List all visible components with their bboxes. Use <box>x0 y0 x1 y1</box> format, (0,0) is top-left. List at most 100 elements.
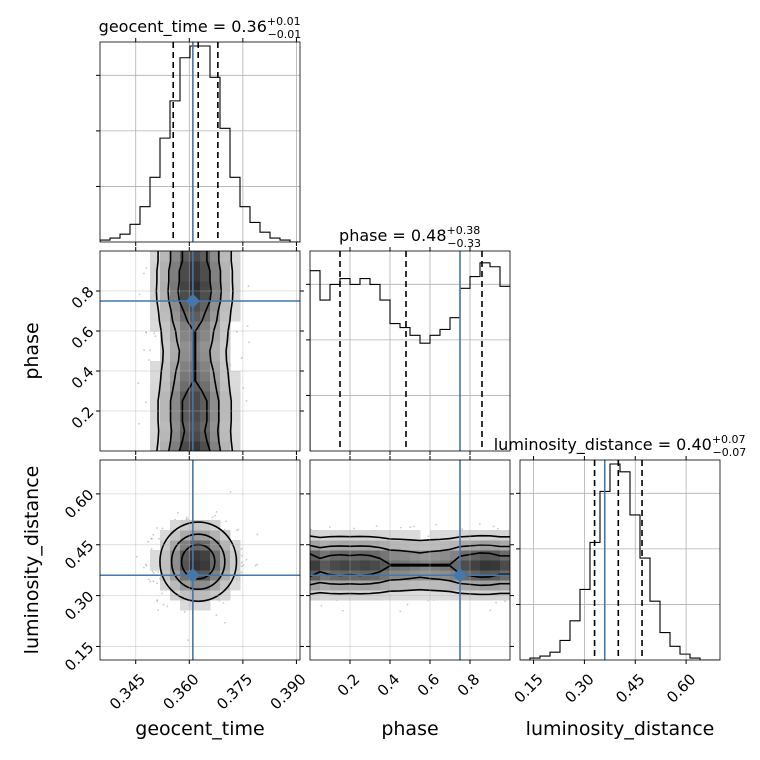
scatter-point <box>237 528 240 531</box>
density-cell <box>150 391 161 402</box>
density-cell <box>180 381 191 392</box>
density-cell <box>220 361 231 372</box>
density-cell <box>210 530 221 541</box>
density-cell <box>220 311 231 322</box>
scatter-point <box>152 572 155 574</box>
scatter-point <box>427 535 430 538</box>
contour-line <box>194 251 213 451</box>
scatter-point <box>246 325 249 327</box>
histogram-geocent_time: geocent_time = 0.36+0.01 −0.01 <box>96 15 301 246</box>
y-tick-label: 0.6 <box>68 323 98 353</box>
title-prefix: geocent_time = 0.36 <box>99 17 267 37</box>
density-cell <box>320 580 331 591</box>
scatter-point <box>399 526 402 529</box>
density-cell <box>210 401 221 412</box>
density-cell <box>460 580 471 591</box>
scatter-point <box>161 592 163 595</box>
density-cell <box>180 251 191 262</box>
density-cell <box>210 391 221 402</box>
density-cell <box>200 560 211 571</box>
density-cell <box>220 371 231 382</box>
truth-marker <box>185 568 200 583</box>
density-cell <box>470 550 481 561</box>
scatter-point <box>240 547 243 550</box>
density-cell <box>170 530 181 541</box>
density-cell <box>190 520 201 531</box>
contour-line <box>209 251 223 451</box>
density-cell <box>160 311 171 322</box>
scatter-point <box>137 382 140 385</box>
density-cell <box>180 301 191 312</box>
scatter-point <box>149 580 151 583</box>
density-cell <box>150 411 161 422</box>
density-cell <box>340 580 351 591</box>
scatter-point <box>153 332 156 335</box>
density-cell <box>190 580 201 591</box>
grid-lines <box>100 251 300 451</box>
density-cell <box>450 560 461 571</box>
scatter-point <box>222 602 225 604</box>
x-tick-label: 0.45 <box>612 670 648 706</box>
density-cell <box>350 530 361 541</box>
panel-title-geocent_time: geocent_time = 0.36+0.01 −0.01 <box>99 15 302 41</box>
density-cell <box>450 550 461 561</box>
contour-line <box>159 521 238 603</box>
density-cell <box>230 421 241 432</box>
density-cell <box>220 441 231 451</box>
density-cell <box>320 540 331 551</box>
density-cell <box>460 540 471 551</box>
title-prefix: phase = 0.48 <box>339 226 446 245</box>
density-cell <box>180 281 191 292</box>
density-cell <box>170 351 181 362</box>
density-cell <box>160 351 171 362</box>
density-cell <box>420 580 431 591</box>
scatter-point <box>461 528 464 531</box>
density-cell <box>190 530 201 541</box>
density-cell <box>460 530 471 541</box>
contour-line <box>167 251 181 451</box>
density-cell <box>210 550 221 561</box>
density-cell <box>180 560 191 571</box>
scatter-point <box>152 580 155 583</box>
density-cell <box>210 331 221 342</box>
density-cell <box>160 251 171 262</box>
truth-marker <box>452 568 468 583</box>
density-cell <box>190 391 201 402</box>
hist2d-content <box>135 491 259 642</box>
density-cell <box>210 281 221 292</box>
density-cell <box>230 560 241 571</box>
y-tick-label: 0.45 <box>61 537 97 573</box>
density-cell <box>190 431 201 442</box>
density-cell <box>440 540 451 551</box>
density-cell <box>310 580 321 591</box>
scatter-point <box>353 527 355 530</box>
density-cell <box>200 251 211 262</box>
density-cell <box>150 560 161 571</box>
density-cell <box>500 560 510 571</box>
contour-line <box>170 533 226 591</box>
density-cell <box>400 550 411 561</box>
density-cell <box>490 530 501 541</box>
density-cell <box>230 281 241 292</box>
density-cell <box>230 371 241 382</box>
density-cell <box>210 351 221 362</box>
panel-title-phase: phase = 0.48+0.38 −0.33 <box>339 224 481 250</box>
density-cell <box>180 411 191 422</box>
density-cell <box>350 580 361 591</box>
density-cell <box>190 301 201 312</box>
density-cell <box>220 540 231 551</box>
density-cell <box>150 361 161 372</box>
scatter-point <box>256 563 259 566</box>
density-cell <box>170 421 181 432</box>
density-cell <box>410 530 421 541</box>
density-cell <box>200 281 211 292</box>
scatter-point <box>142 272 145 275</box>
density-cell <box>160 431 171 442</box>
density-cell <box>170 311 181 322</box>
density-cell <box>390 550 401 561</box>
density-cell <box>230 411 241 422</box>
density-cell <box>190 251 201 262</box>
density-cell <box>370 530 381 541</box>
histogram-luminosity_distance: 0.15 0.30 0.45 0.60 luminosity_distance = 0.… <box>494 433 747 707</box>
density-cell <box>170 441 181 451</box>
